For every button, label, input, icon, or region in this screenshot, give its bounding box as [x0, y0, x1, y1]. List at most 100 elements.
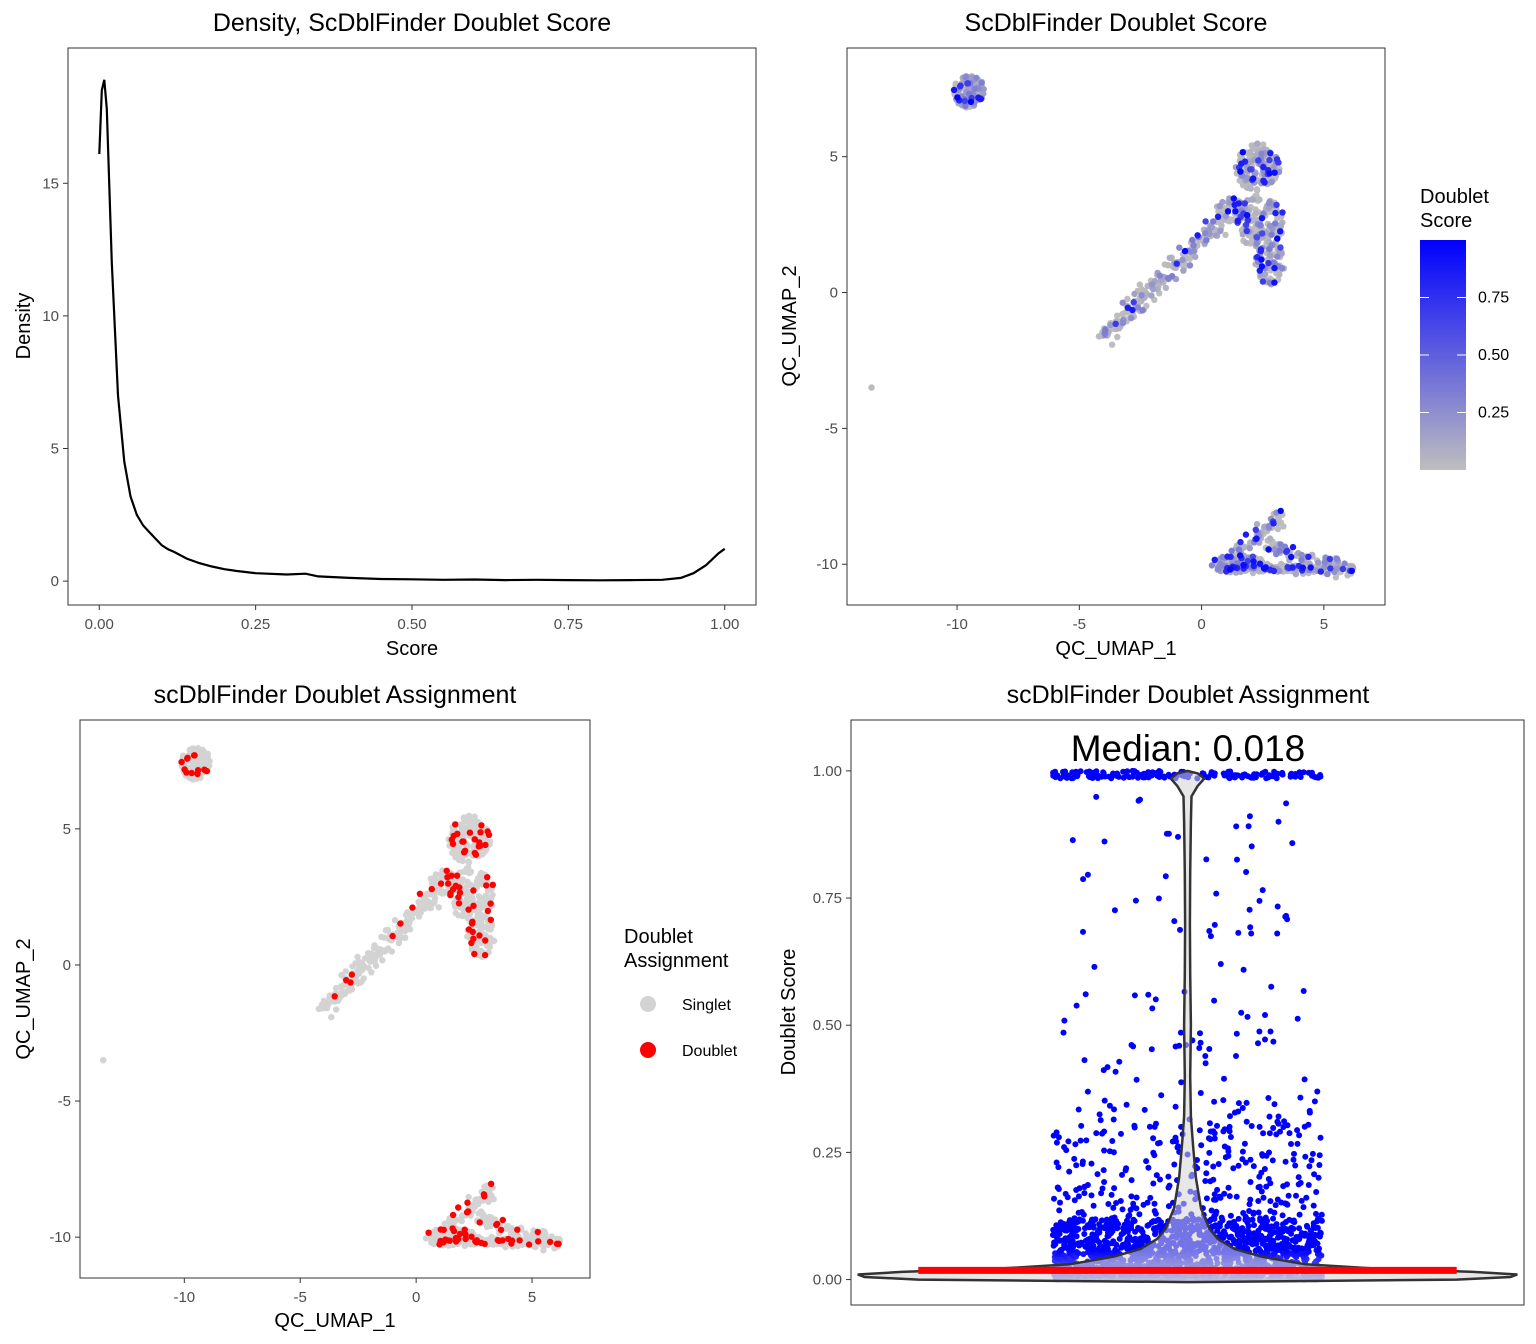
violin-jitter-point: [1112, 1068, 1119, 1075]
umap-singlet-point: [442, 889, 449, 896]
umap-score-point: [1268, 179, 1275, 186]
violin-jitter-point: [1226, 1128, 1233, 1135]
umap-score-point: [978, 79, 985, 87]
violin-jitter-point: [1071, 1215, 1078, 1222]
violin-jitter-point: [1177, 926, 1183, 933]
violin-jitter-point: [1211, 921, 1218, 928]
violin-jitter-point: [1315, 1215, 1322, 1222]
violin-jitter-point: [1241, 771, 1248, 778]
y-tick-label: 0: [830, 285, 838, 302]
umap-doublet-point: [389, 932, 396, 940]
violin-jitter-point: [1228, 1233, 1235, 1240]
umap-score-point: [1237, 538, 1244, 546]
violin-jitter-point: [1314, 1088, 1321, 1095]
violin-jitter-point: [1197, 1039, 1204, 1046]
violin-jitter-point: [1270, 1038, 1277, 1045]
umap-singlet-point: [481, 835, 489, 842]
y-tick-label: 15: [42, 175, 59, 192]
violin-jitter-point: [1284, 1181, 1290, 1188]
umap-assign-title: scDblFinder Doublet Assignment: [154, 681, 517, 709]
violin-jitter-point: [1105, 1229, 1111, 1236]
violin-jitter-point: [1156, 1223, 1162, 1230]
y-tick-label: 5: [830, 149, 838, 166]
umap-score-point: [1203, 237, 1210, 244]
umap-doublet-point: [476, 932, 483, 939]
violin-jitter-point: [1086, 1236, 1093, 1242]
violin-jitter-point: [1073, 1002, 1080, 1009]
violin-jitter-point: [1145, 1164, 1152, 1171]
violin-jitter-point: [1227, 1134, 1234, 1140]
umap-score-point: [1244, 557, 1252, 565]
umap-score-point: [1258, 150, 1265, 157]
umap-score-point: [1112, 320, 1119, 327]
violin-jitter-point: [1149, 1005, 1156, 1012]
violin-jitter-point: [1265, 1176, 1272, 1182]
umap-score-point: [1251, 170, 1258, 177]
umap-doublet-point: [505, 1235, 512, 1243]
umap-score-point: [962, 73, 970, 81]
violin-jitter-point: [1165, 1203, 1172, 1210]
umap-score-point: [1222, 231, 1229, 239]
violin-jitter-point: [1148, 1046, 1155, 1053]
violin-jitter-point: [1103, 1216, 1110, 1223]
umap-singlet-point: [328, 1014, 335, 1021]
umap-score-point: [1298, 556, 1305, 564]
umap-score-point: [1202, 218, 1209, 225]
umap-singlet-point: [478, 919, 485, 926]
umap-singlet-point: [485, 1198, 492, 1206]
x-tick-label: -5: [1073, 616, 1086, 633]
umap-score-point: [1138, 286, 1146, 293]
violin-jitter-point: [1203, 856, 1210, 863]
umap-doublet-point: [449, 1225, 456, 1232]
violin-jitter-point: [1082, 991, 1089, 998]
x-tick-label: 0.00: [85, 616, 114, 633]
violin-jitter-point: [1270, 1215, 1277, 1222]
violin-jitter-point: [1101, 1097, 1108, 1104]
violin-jitter-point: [1130, 1200, 1137, 1207]
violin-jitter-point: [1260, 1194, 1267, 1201]
violin-jitter-point: [1266, 1113, 1273, 1120]
umap-singlet-point: [342, 968, 349, 975]
umap-doublet-point: [487, 1180, 495, 1188]
umap-doublet-point: [452, 821, 459, 828]
violin-jitter-point: [1066, 1168, 1073, 1175]
umap-score-point: [1173, 260, 1181, 267]
density-title: Density, ScDblFinder Doublet Score: [213, 9, 611, 37]
violin-jitter-point: [1255, 1209, 1262, 1216]
violin-jitter-point: [1250, 1209, 1257, 1216]
violin-jitter-point: [1129, 767, 1136, 774]
violin-jitter-point: [1051, 1239, 1058, 1246]
violin-jitter-point: [1144, 1199, 1151, 1206]
umap-doublet-point: [409, 904, 416, 911]
umap-score-point: [1292, 570, 1300, 578]
umap-singlet-point: [360, 975, 367, 982]
violin-jitter-point: [1255, 1245, 1262, 1252]
violin-jitter-point: [1233, 1030, 1240, 1037]
umap-score-point: [1232, 208, 1239, 215]
violin-jitter-point: [1297, 1179, 1304, 1186]
violin-jitter-point: [1084, 871, 1091, 878]
umap-score-point: [1214, 213, 1222, 220]
umap-score-point: [1268, 231, 1275, 238]
umap-singlet-point: [449, 849, 456, 856]
umap-doublet-point: [508, 1240, 515, 1247]
violin-jitter-point: [1143, 1158, 1150, 1165]
violin-jitter-point: [1212, 1222, 1219, 1229]
violin-jitter-point: [1081, 1231, 1088, 1237]
umap-doublet-point: [454, 830, 461, 837]
violin-jitter-point: [1135, 1224, 1142, 1231]
violin-jitter-point: [1100, 1167, 1107, 1174]
umap-doublet-point: [472, 1238, 479, 1245]
violin-jitter-point: [1206, 928, 1213, 934]
umap-singlet-point: [478, 881, 485, 888]
density-xlabel: Score: [386, 638, 438, 660]
y-tick-label: 0.75: [813, 890, 842, 907]
y-tick-label: 0.25: [813, 1144, 842, 1161]
umap-score-point: [1247, 148, 1254, 156]
umap-singlet-point: [318, 1001, 326, 1008]
violin-jitter-point: [1316, 1152, 1323, 1159]
violin-jitter-point: [1146, 1123, 1153, 1130]
umap-doublet-point: [461, 1226, 468, 1233]
umap-score-point: [1288, 553, 1295, 561]
umap-doublet-point: [487, 900, 494, 907]
